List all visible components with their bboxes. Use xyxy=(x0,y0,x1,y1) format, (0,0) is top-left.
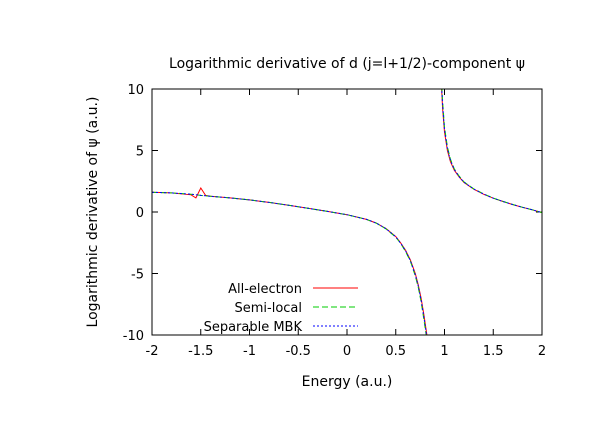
legend: All-electron Semi-local Separable MBK xyxy=(204,282,358,335)
series-line xyxy=(441,89,542,214)
x-tick-label: -1.5 xyxy=(188,344,213,359)
y-axis: -10 -5 0 5 10 xyxy=(123,83,542,344)
x-tick-label: 1.5 xyxy=(483,344,504,359)
legend-label: Semi-local xyxy=(234,301,302,316)
x-tick-label: 1 xyxy=(440,344,448,359)
x-tick-label: 0.5 xyxy=(385,344,406,359)
series-line xyxy=(441,89,542,214)
series-separable-mbk xyxy=(152,89,542,335)
y-tick-label: 0 xyxy=(136,206,144,221)
y-tick-label: -5 xyxy=(131,268,144,283)
x-tick-label: -2 xyxy=(146,344,159,359)
series-semi-local xyxy=(152,89,542,335)
x-tick-label: 0 xyxy=(343,344,351,359)
x-tick-label: -1 xyxy=(243,344,256,359)
series-layer xyxy=(152,89,542,335)
y-axis-label: Logarithmic derivative of ψ (a.u.) xyxy=(85,97,101,328)
x-tick-label: 2 xyxy=(538,344,546,359)
x-axis-label: Energy (a.u.) xyxy=(302,374,393,390)
x-axis: -2 -1.5 -1 -0.5 0 0.5 1 1.5 2 xyxy=(146,89,546,359)
series-all-electron xyxy=(152,89,542,335)
chart-title: Logarithmic derivative of d (j=l+1/2)-co… xyxy=(169,56,525,72)
series-line xyxy=(441,89,542,214)
series-line xyxy=(152,191,427,335)
legend-label: Separable MBK xyxy=(204,320,303,335)
y-tick-label: 5 xyxy=(136,145,144,160)
legend-label: All-electron xyxy=(228,282,302,297)
x-tick-label: -0.5 xyxy=(286,344,311,359)
y-tick-label: -10 xyxy=(123,329,144,344)
series-line xyxy=(152,186,428,335)
y-tick-label: 10 xyxy=(127,83,144,98)
plot-frame xyxy=(151,88,543,336)
